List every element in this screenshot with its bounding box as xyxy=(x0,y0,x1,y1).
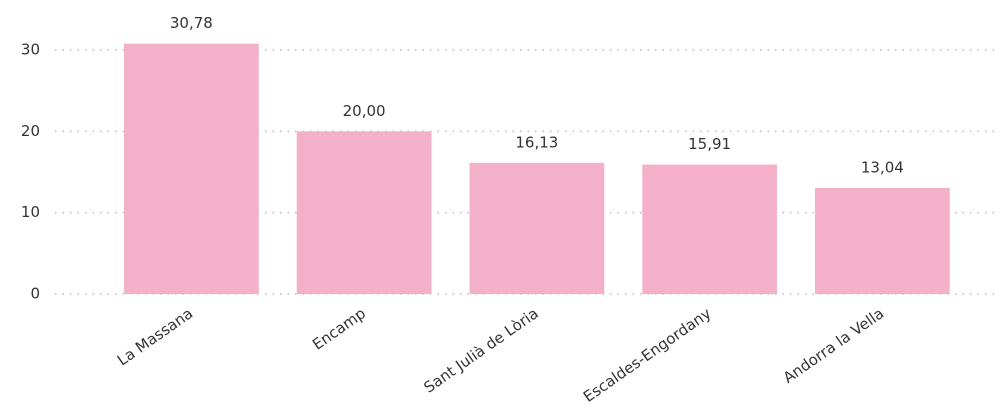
value-label: 30,78 xyxy=(170,14,213,32)
y-tick-label: 30 xyxy=(21,41,40,59)
x-tick-label: Escaldes-Engordany xyxy=(580,304,715,406)
x-tick-label: La Massana xyxy=(114,304,196,369)
bar xyxy=(642,164,777,294)
y-tick-label: 20 xyxy=(21,122,40,140)
y-tick-label: 10 xyxy=(21,203,40,221)
x-tick-label: Andorra la Vella xyxy=(780,304,887,387)
x-tick-label: Sant Julià de Lòria xyxy=(420,304,541,396)
value-label: 20,00 xyxy=(343,102,386,120)
x-tick-label: Encamp xyxy=(309,304,369,353)
value-label: 16,13 xyxy=(515,133,558,151)
bar xyxy=(296,131,432,294)
bar xyxy=(124,43,259,294)
value-label: 15,91 xyxy=(688,135,731,153)
value-label: 13,04 xyxy=(861,158,904,176)
bar xyxy=(815,187,950,294)
bar xyxy=(469,162,605,294)
y-tick-label: 0 xyxy=(30,285,40,303)
